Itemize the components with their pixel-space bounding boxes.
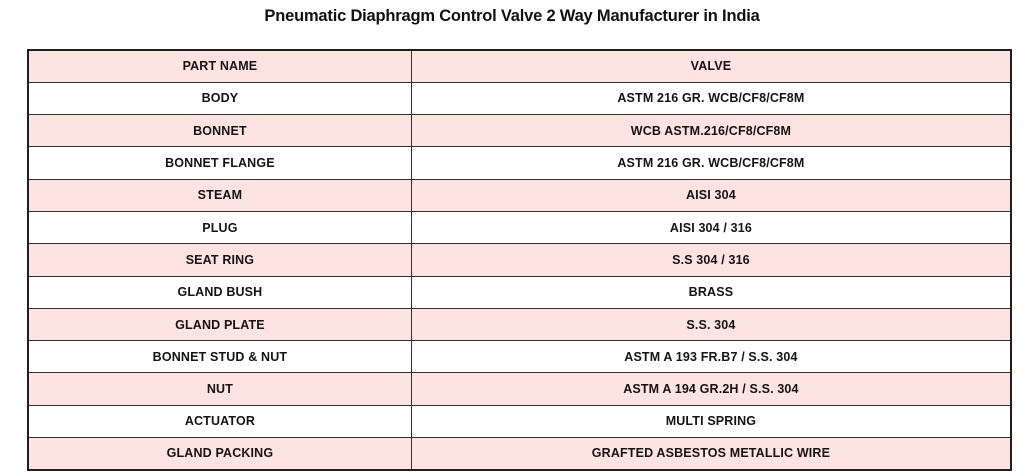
part-name-cell: BONNET FLANGE xyxy=(27,146,412,180)
part-name-cell: GLAND PLATE xyxy=(27,307,412,342)
valve-cell: S.S. 304 xyxy=(410,307,1012,342)
valve-cell: ASTM A 193 FR.B7 / S.S. 304 xyxy=(410,340,1012,374)
valve-cell: BRASS xyxy=(410,275,1012,309)
table-row: BONNET WCB ASTM.216/CF8/CF8M xyxy=(27,114,1012,148)
part-name-cell: ACTUATOR xyxy=(27,404,412,439)
valve-cell: AISI 304 / 316 xyxy=(410,210,1012,245)
table-row: PLUG AISI 304 / 316 xyxy=(27,210,1012,245)
valve-cell: ASTM A 194 GR.2H / S.S. 304 xyxy=(410,372,1012,406)
part-name-header: PART NAME xyxy=(27,49,412,83)
valve-header: VALVE xyxy=(410,49,1012,83)
valve-cell: ASTM 216 GR. WCB/CF8/CF8M xyxy=(410,146,1012,180)
part-name-cell: BODY xyxy=(27,81,412,116)
table-row: BONNET FLANGE ASTM 216 GR. WCB/CF8/CF8M xyxy=(27,146,1012,180)
part-name-cell: BONNET STUD & NUT xyxy=(27,340,412,374)
table-row: GLAND PLATE S.S. 304 xyxy=(27,307,1012,342)
spec-table-body: BODY ASTM 216 GR. WCB/CF8/CF8M BONNET WC… xyxy=(27,81,1012,471)
table-row: GLAND PACKING GRAFTED ASBESTOS METALLIC … xyxy=(27,437,1012,471)
table-row: NUT ASTM A 194 GR.2H / S.S. 304 xyxy=(27,372,1012,406)
table-row: BONNET STUD & NUT ASTM A 193 FR.B7 / S.S… xyxy=(27,340,1012,374)
valve-cell: GRAFTED ASBESTOS METALLIC WIRE xyxy=(410,437,1012,471)
table-row: BODY ASTM 216 GR. WCB/CF8/CF8M xyxy=(27,81,1012,116)
part-name-cell: SEAT RING xyxy=(27,243,412,277)
part-name-cell: PLUG xyxy=(27,210,412,245)
part-name-cell: STEAM xyxy=(27,178,412,212)
table-header-row: PART NAME VALVE xyxy=(27,49,1012,83)
spec-table: PART NAME VALVE BODY ASTM 216 GR. WCB/CF… xyxy=(27,49,1012,471)
part-name-cell: BONNET xyxy=(27,114,412,148)
part-name-cell: NUT xyxy=(27,372,412,406)
valve-cell: WCB ASTM.216/CF8/CF8M xyxy=(410,114,1012,148)
table-row: SEAT RING S.S 304 / 316 xyxy=(27,243,1012,277)
valve-cell: ASTM 216 GR. WCB/CF8/CF8M xyxy=(410,81,1012,116)
part-name-cell: GLAND BUSH xyxy=(27,275,412,309)
valve-cell: S.S 304 / 316 xyxy=(410,243,1012,277)
page-title: Pneumatic Diaphragm Control Valve 2 Way … xyxy=(264,7,760,25)
valve-cell: MULTI SPRING xyxy=(410,404,1012,439)
valve-cell: AISI 304 xyxy=(410,178,1012,212)
table-row: STEAM AISI 304 xyxy=(27,178,1012,212)
table-row: GLAND BUSH BRASS xyxy=(27,275,1012,309)
part-name-cell: GLAND PACKING xyxy=(27,437,412,471)
table-row: ACTUATOR MULTI SPRING xyxy=(27,404,1012,439)
